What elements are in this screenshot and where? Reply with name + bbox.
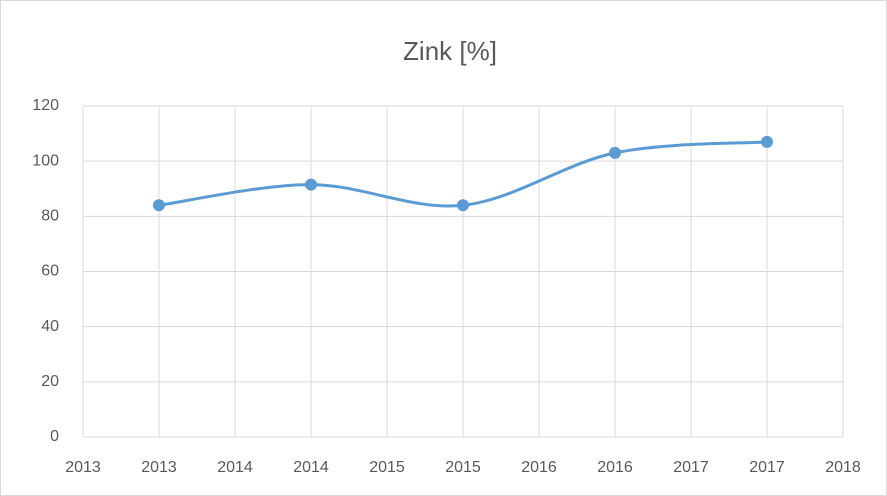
point bbox=[761, 135, 773, 148]
x-tick-label: 2016 bbox=[597, 459, 633, 476]
x-tick-label: 2013 bbox=[65, 459, 101, 476]
x-tick-label: 2017 bbox=[673, 459, 709, 476]
point bbox=[609, 146, 621, 159]
x-tick-label: 2016 bbox=[521, 459, 557, 476]
point bbox=[457, 199, 469, 212]
y-tick-label: 20 bbox=[41, 373, 59, 390]
x-tick-label: 2013 bbox=[141, 459, 177, 476]
x-tick-label: 2017 bbox=[749, 459, 785, 476]
y-tick-label: 100 bbox=[32, 152, 59, 169]
point bbox=[153, 199, 165, 212]
x-tick-label: 2015 bbox=[445, 459, 481, 476]
y-tick-label: 0 bbox=[50, 428, 59, 445]
chart-title: Zink [%] bbox=[403, 36, 497, 66]
point bbox=[305, 178, 317, 191]
y-tick-label: 60 bbox=[41, 263, 59, 280]
x-tick-label: 2014 bbox=[293, 459, 329, 476]
y-tick-label: 120 bbox=[32, 97, 59, 114]
x-tick-label: 2015 bbox=[369, 459, 405, 476]
y-tick-label: 40 bbox=[41, 318, 59, 335]
x-tick-label: 2018 bbox=[825, 459, 861, 476]
y-tick-label: 80 bbox=[41, 208, 59, 225]
x-tick-label: 2014 bbox=[217, 459, 253, 476]
